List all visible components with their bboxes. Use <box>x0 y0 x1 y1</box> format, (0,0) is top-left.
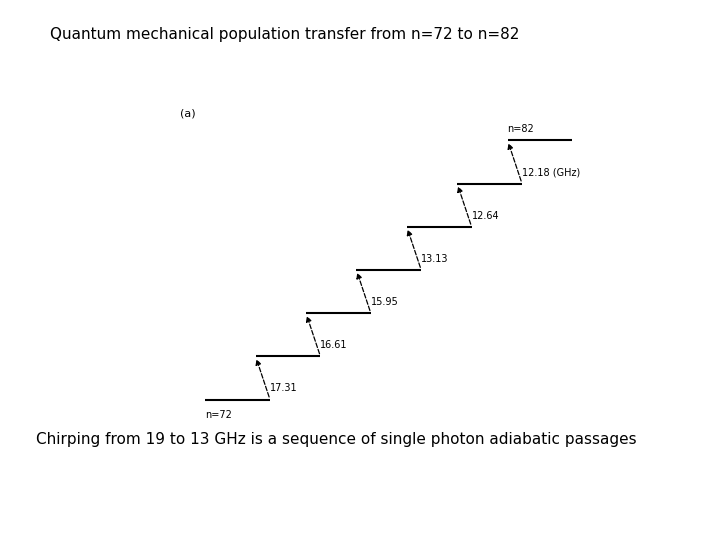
Text: 17.31: 17.31 <box>270 383 297 394</box>
Text: 12.64: 12.64 <box>472 211 499 221</box>
Text: 16.61: 16.61 <box>320 340 348 350</box>
Text: n=82: n=82 <box>508 124 534 134</box>
Text: (a): (a) <box>180 109 196 119</box>
Text: 12.18 (GHz): 12.18 (GHz) <box>522 167 580 178</box>
Text: 13.13: 13.13 <box>421 254 449 264</box>
Text: Chirping from 19 to 13 GHz is a sequence of single photon adiabatic passages: Chirping from 19 to 13 GHz is a sequence… <box>36 432 636 447</box>
Text: 15.95: 15.95 <box>371 297 399 307</box>
Text: n=72: n=72 <box>205 410 232 421</box>
Text: Quantum mechanical population transfer from n=72 to n=82: Quantum mechanical population transfer f… <box>50 27 520 42</box>
